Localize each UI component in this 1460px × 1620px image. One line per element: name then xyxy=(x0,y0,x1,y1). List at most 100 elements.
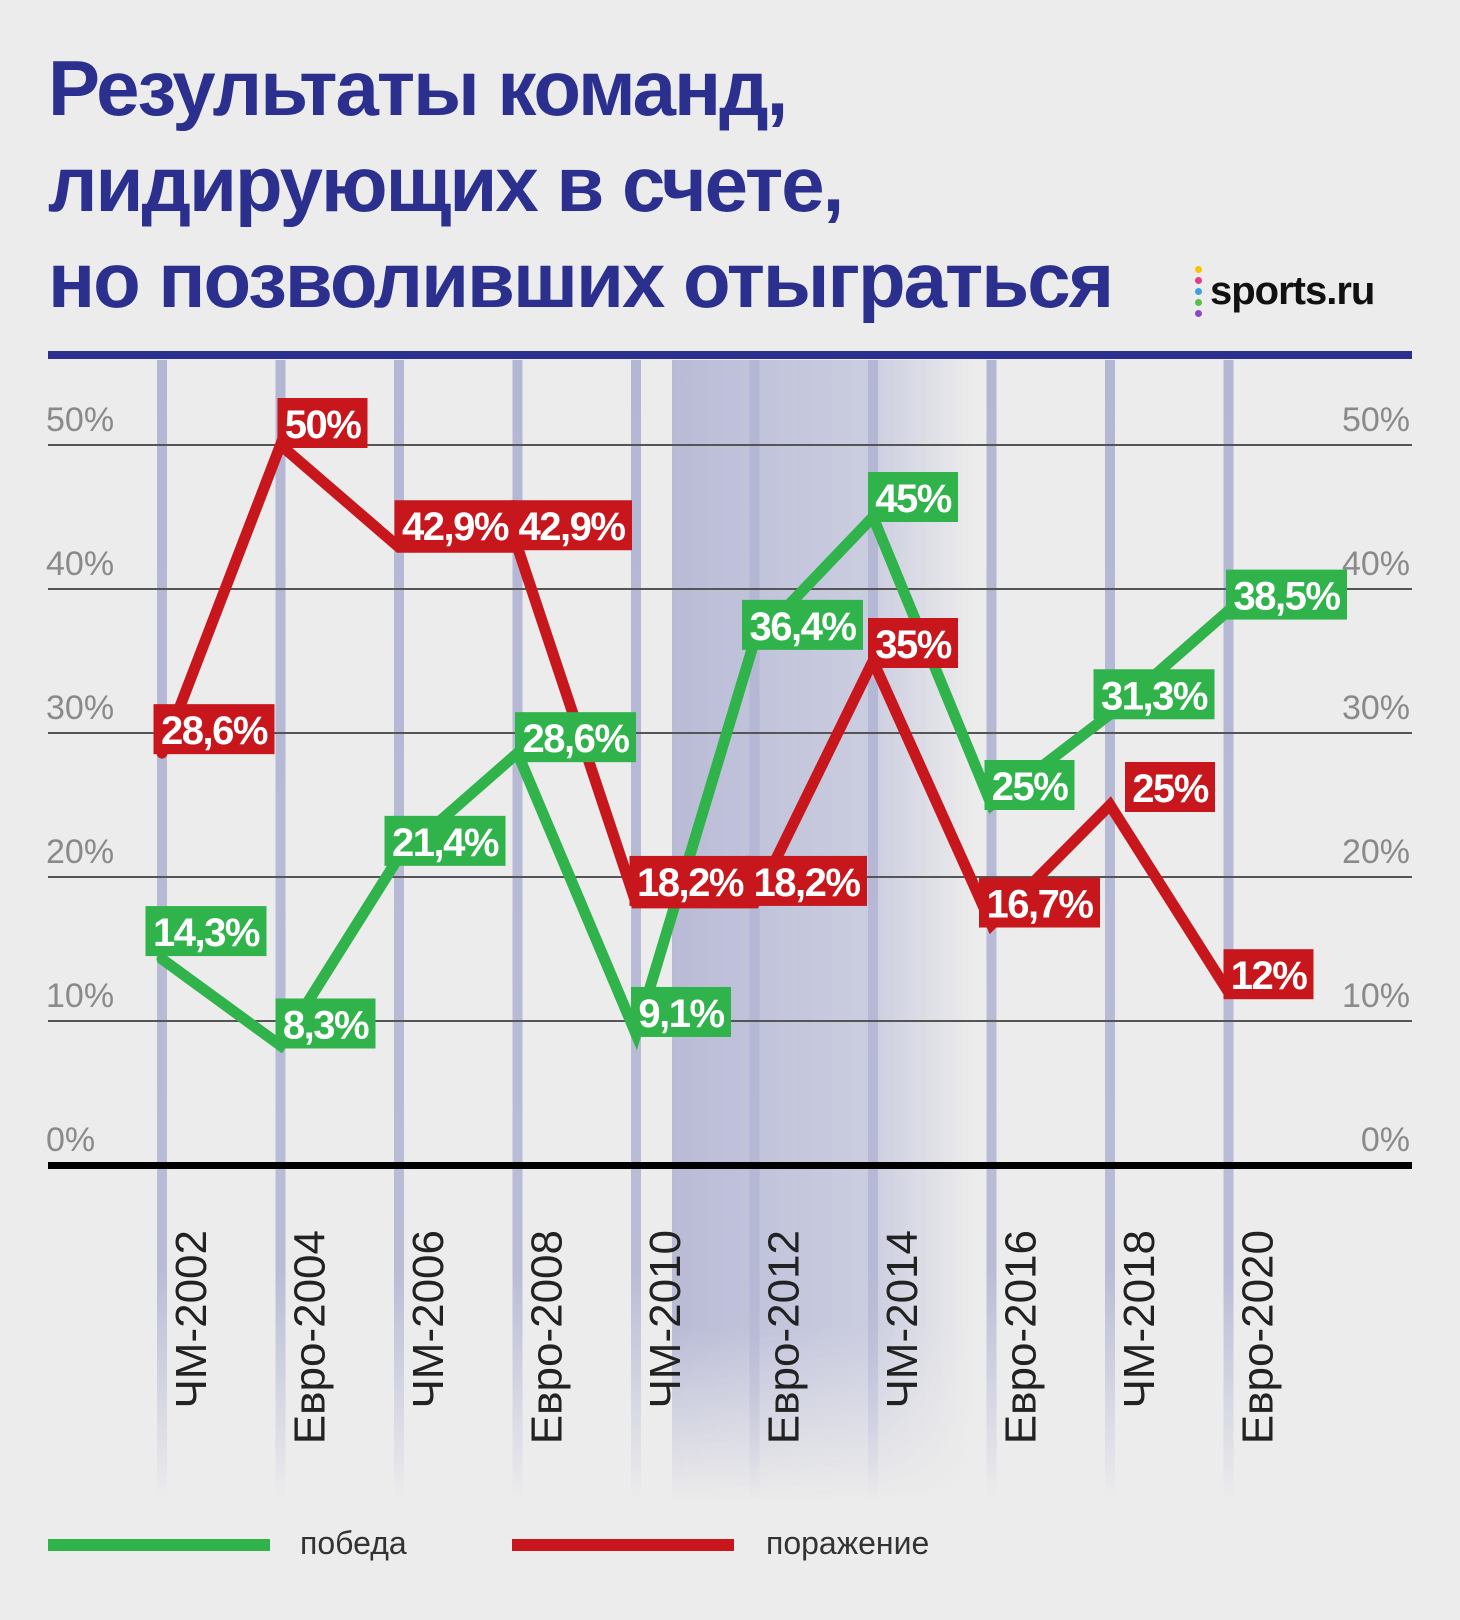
logo-dot xyxy=(1195,310,1202,317)
data-label-text: 45% xyxy=(875,477,951,521)
y-tick-label-left: 30% xyxy=(46,689,114,727)
data-label-win: 14,3% xyxy=(145,906,267,957)
data-label-box xyxy=(868,618,958,668)
category-column xyxy=(868,360,878,1500)
data-label-text: 21,4% xyxy=(392,821,499,865)
legend-label-win: победа xyxy=(300,1525,407,1561)
x-tick-label: Евро-2004 xyxy=(286,1230,335,1444)
x-axis-line xyxy=(48,1162,1412,1169)
data-label-win: 25% xyxy=(984,760,1075,810)
data-label-text: 9,1% xyxy=(638,992,724,1036)
data-label-text: 14,3% xyxy=(153,911,260,955)
chart-title: Результаты команд, лидирующих в счете, н… xyxy=(48,40,1178,328)
data-label-win: 9,1% xyxy=(631,986,731,1037)
data-label-win: 36,4% xyxy=(742,599,863,650)
x-tick-label: ЧМ-2018 xyxy=(1115,1230,1164,1409)
highlight-band xyxy=(672,360,972,1500)
data-label-box xyxy=(384,815,506,866)
y-tick-label-left: 0% xyxy=(46,1121,95,1159)
title-line-1: Результаты команд, xyxy=(48,44,788,132)
data-label-box xyxy=(746,855,867,906)
data-label-box xyxy=(868,472,958,522)
logo-dot xyxy=(1195,277,1202,284)
data-label-box xyxy=(1125,762,1215,812)
data-label-text: 42,9% xyxy=(519,505,626,549)
x-tick-label: Евро-2008 xyxy=(523,1230,572,1444)
y-tick-label-left: 20% xyxy=(46,833,114,871)
data-label-text: 25% xyxy=(992,765,1068,809)
data-label-box xyxy=(153,704,275,755)
logo-dot xyxy=(1195,266,1202,273)
title-line-3: но позволивших отыграться xyxy=(48,236,1114,324)
x-tick-label: ЧМ-2006 xyxy=(404,1230,453,1409)
data-label-text: 25% xyxy=(1132,767,1208,811)
data-label-win: 28,6% xyxy=(515,712,636,763)
y-tick-label-right: 20% xyxy=(1342,833,1410,871)
data-label-text: 28,6% xyxy=(523,717,630,761)
data-label-box xyxy=(629,855,751,906)
category-column xyxy=(749,360,760,1500)
x-tick-label: Евро-2012 xyxy=(760,1230,809,1444)
data-label-loss: 42,9% xyxy=(511,500,632,551)
data-label-text: 50% xyxy=(285,403,361,447)
data-label-loss: 28,6% xyxy=(153,704,275,755)
y-tick-label-left: 50% xyxy=(46,401,114,439)
category-column xyxy=(1223,360,1234,1500)
data-label-win: 21,4% xyxy=(384,815,506,866)
logo-dots-icon xyxy=(1195,266,1202,317)
legend-swatch-win xyxy=(48,1539,270,1551)
data-label-text: 28,6% xyxy=(161,709,268,753)
x-tick-label: ЧМ-2014 xyxy=(878,1230,927,1409)
sports-ru-logo: sports.ru xyxy=(1195,266,1375,317)
data-label-win: 31,3% xyxy=(1093,669,1215,720)
legend-label-loss: поражение xyxy=(766,1525,930,1561)
data-label-loss: 12% xyxy=(1223,949,1314,1000)
data-label-text: 8,3% xyxy=(283,1003,369,1047)
data-label-text: 38,5% xyxy=(1234,575,1341,619)
data-label-box xyxy=(984,760,1075,810)
data-label-box xyxy=(1093,669,1215,720)
x-tick-label: ЧМ-2010 xyxy=(641,1230,690,1409)
data-label-box xyxy=(145,906,267,957)
data-label-box xyxy=(394,500,516,551)
data-label-box xyxy=(277,398,368,448)
data-label-box xyxy=(631,986,731,1037)
data-label-text: 35% xyxy=(875,623,951,667)
data-label-box xyxy=(511,500,632,551)
category-column xyxy=(1105,360,1115,1500)
data-label-loss: 18,2% xyxy=(629,855,751,906)
data-label-loss: 42,9% xyxy=(394,500,516,551)
data-label-text: 42,9% xyxy=(402,505,509,549)
y-tick-label-right: 50% xyxy=(1342,401,1410,439)
x-tick-label: Евро-2016 xyxy=(997,1230,1046,1444)
data-label-loss: 35% xyxy=(868,618,958,668)
data-label-box xyxy=(742,599,863,650)
logo-text: sports.ru xyxy=(1210,269,1375,313)
category-column xyxy=(631,360,641,1500)
logo-dot xyxy=(1195,288,1202,295)
y-tick-label-right: 30% xyxy=(1342,689,1410,727)
data-label-box xyxy=(1223,949,1314,1000)
data-label-loss: 18,2% xyxy=(746,855,867,906)
category-column xyxy=(275,360,286,1500)
legend: победа поражение xyxy=(0,1525,1460,1575)
data-label-text: 31,3% xyxy=(1101,674,1208,718)
legend-swatch-loss xyxy=(512,1539,734,1551)
top-rule xyxy=(48,351,1412,359)
data-label-loss: 50% xyxy=(277,398,368,448)
y-tick-label-left: 10% xyxy=(46,977,114,1015)
y-tick-label-right: 10% xyxy=(1342,977,1410,1015)
data-label-loss: 16,7% xyxy=(979,877,1100,928)
data-label-win: 8,3% xyxy=(275,998,376,1049)
data-label-text: 36,4% xyxy=(750,605,857,649)
category-column xyxy=(394,360,404,1500)
data-label-loss: 25% xyxy=(1125,762,1215,812)
data-label-text: 16,7% xyxy=(987,883,1094,927)
data-label-win: 45% xyxy=(868,472,958,522)
data-label-win: 38,5% xyxy=(1226,569,1347,620)
data-label-box xyxy=(979,877,1100,928)
logo-dot xyxy=(1195,299,1202,306)
title-line-2: лидирующих в счете, xyxy=(48,140,844,228)
data-label-box xyxy=(275,998,376,1049)
